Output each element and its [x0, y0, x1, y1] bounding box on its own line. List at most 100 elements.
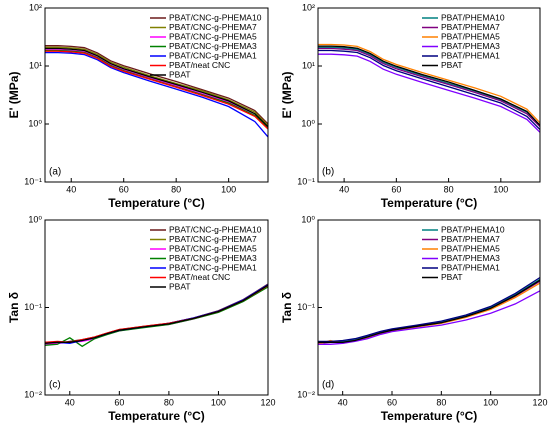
data-line	[318, 45, 541, 126]
legend-label: PBAT/CNC-g-PHEMA5	[169, 243, 257, 253]
y-tick-label: 10⁻¹	[297, 176, 315, 186]
legend-label: PBAT/CNC-g-PHEMA3	[169, 253, 257, 263]
x-tick-label: 80	[171, 184, 181, 194]
x-tick-label: 40	[66, 184, 76, 194]
x-tick-label: 80	[444, 184, 454, 194]
panel-label: (c)	[49, 380, 61, 391]
legend-label: PBAT/CNC-g-PHEMA1	[169, 50, 257, 60]
data-line	[44, 286, 269, 348]
y-axis-label: Tan δ	[280, 292, 294, 323]
legend-label: PBAT/PHEMA7	[441, 22, 500, 32]
legend-label: PBAT/PHEMA3	[441, 253, 500, 263]
data-line	[318, 43, 541, 124]
y-tick-label: 10⁰	[301, 118, 315, 128]
legend-label: PBAT	[441, 60, 463, 70]
legend-label: PBAT	[441, 272, 463, 282]
x-tick-label: 100	[211, 397, 226, 407]
y-tick-label: 10⁻¹	[297, 302, 315, 312]
y-tick-label: 10⁰	[28, 118, 42, 128]
x-tick-label: 80	[164, 397, 174, 407]
x-tick-label: 60	[119, 184, 129, 194]
data-line	[45, 47, 269, 128]
y-tick-label: 10²	[302, 2, 315, 12]
plot-frame	[317, 7, 541, 183]
legend-label: PBAT/PHEMA10	[441, 224, 505, 234]
legend-label: PBAT/PHEMA1	[441, 262, 500, 272]
x-tick-label: 60	[114, 397, 124, 407]
x-tick-label: 80	[436, 397, 446, 407]
legend-label: PBAT/CNC-g-PHEMA10	[169, 12, 262, 22]
data-line	[318, 47, 541, 128]
x-axis-label: Temperature (°C)	[108, 409, 205, 423]
x-axis-label: Temperature (°C)	[381, 409, 478, 423]
x-tick-label: 60	[391, 184, 401, 194]
y-tick-label: 10²	[29, 2, 42, 12]
data-line	[44, 285, 269, 345]
y-tick-label: 10⁻²	[297, 389, 315, 399]
legend-label: PBAT/PHEMA7	[441, 234, 500, 244]
legend-label: PBAT/PHEMA3	[441, 41, 500, 51]
data-line	[318, 278, 541, 343]
data-line	[45, 51, 269, 138]
data-line	[45, 49, 269, 129]
y-axis-label: Tan δ	[7, 292, 21, 323]
panel: 40 60 80 100 10⁻¹ 10⁰ 10¹ 10² Temperature (°C) E'…	[280, 2, 541, 210]
panel-label: (b)	[322, 167, 334, 178]
data-line	[45, 50, 269, 130]
legend-label: PBAT/PHEMA10	[441, 12, 505, 22]
y-axis-label: E' (MPa)	[280, 72, 294, 119]
panel: 40 60 80 100 120 10⁻² 10⁻¹ 10⁰ Temperature (°C) T…	[7, 214, 275, 423]
y-tick-label: 10¹	[302, 60, 315, 70]
x-tick-label: 120	[532, 397, 547, 407]
data-line	[45, 284, 269, 344]
panel: 40 60 80 100 10⁻¹ 10⁰ 10¹ 10² Temperature (°C) E'…	[7, 2, 269, 210]
data-line	[44, 284, 269, 344]
data-line	[318, 290, 541, 345]
legend-label: PBAT/CNC-g-PHEMA7	[169, 22, 257, 32]
y-tick-label: 10¹	[29, 60, 42, 70]
x-axis-label: Temperature (°C)	[381, 196, 478, 210]
legend-label: PBAT/CNC-g-PHEMA5	[169, 31, 257, 41]
x-tick-label: 100	[221, 184, 236, 194]
data-line	[317, 282, 541, 345]
panel-label: (d)	[322, 380, 334, 391]
legend-label: PBAT/CNC-g-PHEMA3	[169, 41, 257, 51]
y-tick-label: 10⁻¹	[24, 176, 42, 186]
data-line	[44, 283, 269, 344]
x-tick-label: 120	[260, 397, 275, 407]
data-line	[318, 53, 541, 133]
x-tick-label: 40	[65, 397, 75, 407]
data-line	[318, 279, 541, 343]
x-axis-label: Temperature (°C)	[108, 196, 205, 210]
legend-label: PBAT	[169, 281, 191, 291]
y-axis-label: E' (MPa)	[7, 72, 21, 119]
panel: 40 60 80 100 120 10⁻² 10⁻¹ 10⁰ Temperature (°C) T…	[280, 214, 547, 423]
x-tick-label: 100	[493, 184, 508, 194]
y-tick-label: 10⁰	[301, 214, 315, 224]
y-tick-label: 10⁰	[28, 214, 42, 224]
data-line	[318, 49, 541, 131]
data-line	[44, 284, 269, 344]
legend-label: PBAT/PHEMA5	[441, 243, 500, 253]
x-tick-label: 60	[387, 397, 397, 407]
data-line	[45, 46, 269, 126]
legend-label: PBAT/neat CNC	[169, 60, 230, 70]
legend-label: PBAT/CNC-g-PHEMA7	[169, 234, 257, 244]
panel-label: (a)	[49, 167, 61, 178]
data-line	[317, 280, 541, 344]
plot-frame	[44, 7, 269, 183]
data-line	[44, 285, 269, 343]
legend-label: PBAT/PHEMA1	[441, 50, 500, 60]
legend-label: PBAT/CNC-g-PHEMA1	[169, 262, 257, 272]
x-tick-label: 100	[483, 397, 498, 407]
y-tick-label: 10⁻¹	[24, 302, 42, 312]
legend-label: PBAT	[169, 69, 191, 79]
y-tick-label: 10⁻²	[24, 389, 42, 399]
data-line	[318, 46, 541, 126]
data-line	[45, 49, 269, 129]
data-line	[45, 45, 269, 125]
data-line	[318, 276, 541, 343]
x-tick-label: 40	[338, 397, 348, 407]
x-tick-label: 40	[339, 184, 349, 194]
